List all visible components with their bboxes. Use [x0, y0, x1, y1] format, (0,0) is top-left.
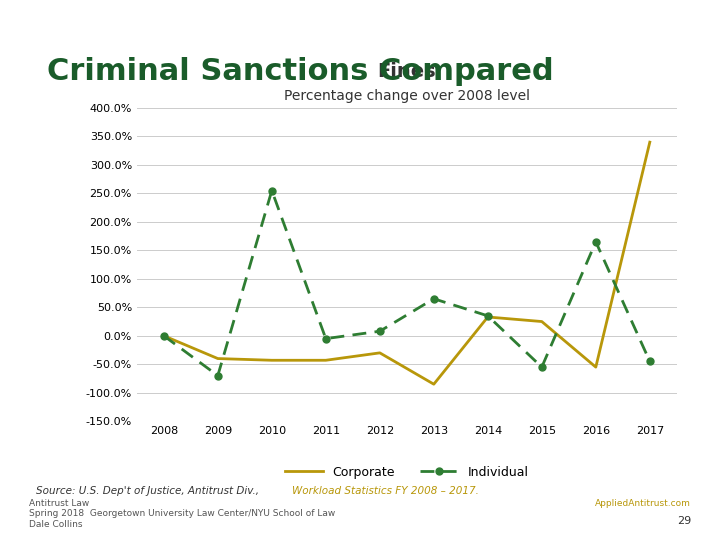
Text: Workload Statistics FY 2008 – 2017.: Workload Statistics FY 2008 – 2017.	[292, 486, 479, 496]
Title: Fines: Fines	[377, 63, 436, 82]
Text: Source: U.S. Dep't of Justice, Antitrust Div.,: Source: U.S. Dep't of Justice, Antitrust…	[36, 486, 262, 496]
Text: AppliedAntitrust.com: AppliedAntitrust.com	[595, 499, 691, 508]
Legend: Corporate, Individual: Corporate, Individual	[280, 461, 534, 484]
Text: Criminal Sanctions Compared: Criminal Sanctions Compared	[47, 57, 554, 86]
Text: 29: 29	[677, 516, 691, 526]
Text: Percentage change over 2008 level: Percentage change over 2008 level	[284, 89, 530, 103]
Text: Antitrust Law
Spring 2018  Georgetown University Law Center/NYU School of Law
Da: Antitrust Law Spring 2018 Georgetown Uni…	[29, 499, 335, 529]
